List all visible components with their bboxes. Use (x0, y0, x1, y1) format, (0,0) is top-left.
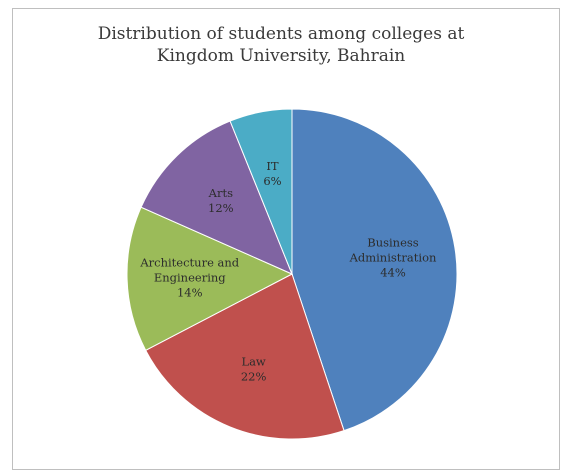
pie-slice-0 (291, 108, 458, 432)
pie-slice-3 (140, 120, 293, 275)
pie-slice-label-3: Arts 12% (208, 186, 234, 215)
pie-slice-4 (229, 108, 293, 275)
chart-title-line-2: Kingdom University, Bahrain (156, 46, 406, 66)
chart-title-line-1: Distribution of students among colleges … (97, 24, 465, 44)
pie-slice-label-2: Architecture and Engineering 14% (139, 255, 239, 299)
chart-title: Distribution of students among colleges … (13, 23, 549, 67)
pie-slice-2 (126, 206, 294, 351)
pie-slice-label-0: Business Administration 44% (349, 236, 437, 280)
pie-slice-label-4: IT 6% (263, 159, 281, 188)
pie-slice-1 (145, 273, 345, 440)
pie-slice-label-1: Law 22% (241, 354, 267, 383)
